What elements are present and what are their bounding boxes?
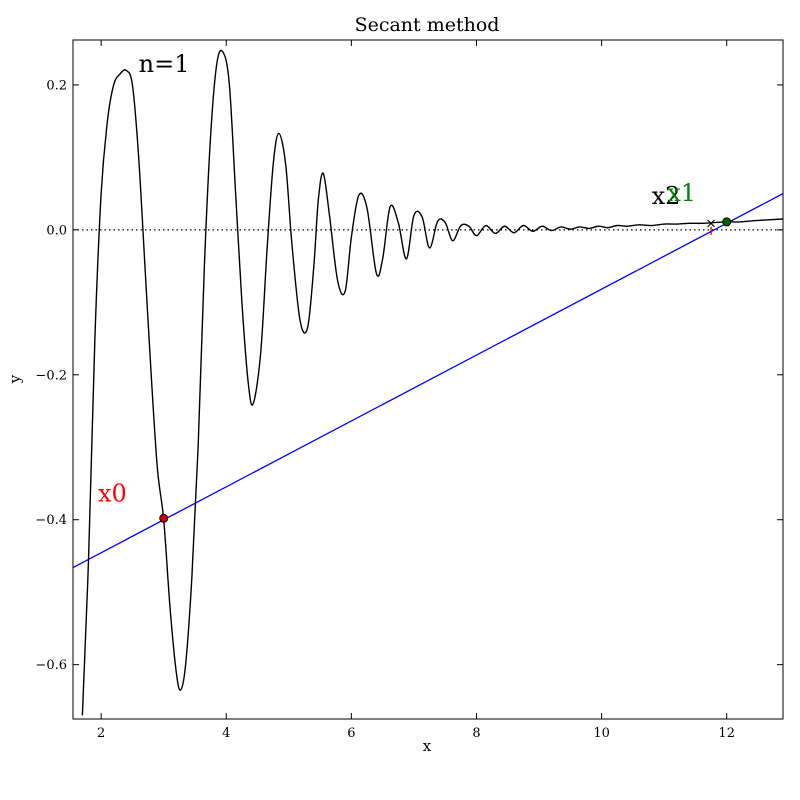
y-tick-label-0: 0.2: [46, 78, 67, 93]
chart-title: Secant method: [355, 14, 500, 36]
y-tick-label-2: −0.2: [35, 368, 67, 383]
annotation-x1: x1: [667, 179, 696, 207]
marker-cross-2: [707, 219, 715, 228]
x-axis-label: x: [423, 737, 432, 755]
annotation-x2: x2: [652, 182, 681, 210]
plot-frame: [72, 39, 784, 720]
secant-line: [73, 193, 783, 569]
annotation-x0: x0: [98, 480, 127, 508]
x-tick-label-3: 8: [472, 726, 480, 741]
x-tick-label-0: 2: [97, 726, 105, 741]
function-curve: [81, 49, 783, 716]
x-tick-label-1: 4: [222, 726, 230, 741]
x-tick-label-4: 10: [593, 726, 610, 741]
y-axis-label: y: [6, 374, 24, 384]
y-tick-label-3: −0.4: [35, 513, 67, 528]
x-tick-label-2: 6: [347, 726, 355, 741]
y-tick-label-1: 0.0: [46, 223, 67, 238]
annotation-n1: n=1: [139, 50, 190, 78]
plot-area: [73, 49, 783, 716]
y-tick-label-4: −0.6: [35, 658, 67, 673]
axis-ticks: 2 4 6 8 10 12 0.2 0.0 −0.2 −0.4 −0.6: [35, 40, 783, 741]
marker-point-0: [159, 513, 169, 523]
marker-point-1: [722, 217, 732, 227]
x-tick-label-5: 12: [718, 726, 735, 741]
